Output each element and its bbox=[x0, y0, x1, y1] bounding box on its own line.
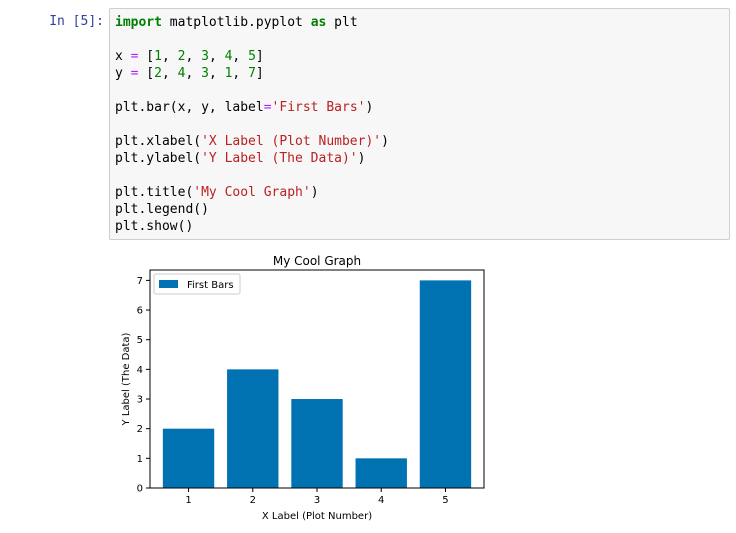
y-tick-label: 6 bbox=[137, 306, 143, 317]
y-axis-label: Y Label (The Data) bbox=[121, 332, 132, 426]
legend-swatch bbox=[159, 280, 178, 288]
y-tick-label: 1 bbox=[137, 454, 143, 465]
y-tick-label: 5 bbox=[137, 335, 143, 346]
chart-title: My Cool Graph bbox=[273, 254, 361, 268]
code-line: plt.xlabel('X Label (Plot Number)') bbox=[115, 134, 389, 149]
x-tick-label: 1 bbox=[185, 495, 191, 506]
code-line: plt.title('My Cool Graph') bbox=[115, 185, 319, 200]
code-line: y = [2, 4, 3, 1, 7] bbox=[115, 66, 264, 81]
chart-output: My Cool Graph Y Label (The Data) X Label… bbox=[112, 248, 492, 528]
code-line: import matplotlib.pyplot as plt bbox=[115, 15, 358, 30]
bar bbox=[419, 280, 472, 488]
bar bbox=[291, 399, 343, 488]
code-text: import matplotlib.pyplot as plt x = [1, … bbox=[115, 14, 389, 235]
bar-chart: My Cool Graph Y Label (The Data) X Label… bbox=[121, 254, 485, 522]
x-tick-label: 2 bbox=[250, 495, 256, 506]
code-line: plt.show() bbox=[115, 219, 194, 234]
code-line: plt.bar(x, y, label='First Bars') bbox=[115, 100, 374, 115]
x-tick-label: 3 bbox=[314, 495, 320, 506]
code-cell-input[interactable]: import matplotlib.pyplot as plt x = [1, … bbox=[109, 8, 730, 240]
bar bbox=[227, 369, 279, 488]
bar bbox=[162, 428, 215, 488]
x-tick-label: 5 bbox=[442, 495, 448, 506]
x-axis-label: X Label (Plot Number) bbox=[262, 511, 372, 522]
y-tick-label: 2 bbox=[137, 424, 143, 435]
y-tick-label: 7 bbox=[137, 276, 143, 287]
y-tick-label: 0 bbox=[137, 484, 143, 495]
y-tick-label: 4 bbox=[137, 365, 143, 376]
input-prompt: In [5]: bbox=[49, 14, 104, 29]
y-tick-label: 3 bbox=[137, 395, 143, 406]
bar bbox=[355, 458, 407, 488]
legend-box bbox=[153, 273, 241, 295]
code-line: plt.ylabel('Y Label (The Data)') bbox=[115, 151, 366, 166]
code-line: plt.legend() bbox=[115, 202, 209, 217]
code-line: x = [1, 2, 3, 4, 5] bbox=[115, 49, 264, 64]
plot-frame bbox=[149, 269, 485, 489]
legend-label: First Bars bbox=[187, 280, 234, 291]
x-tick-label: 4 bbox=[378, 495, 384, 506]
legend: First Bars bbox=[153, 273, 241, 295]
